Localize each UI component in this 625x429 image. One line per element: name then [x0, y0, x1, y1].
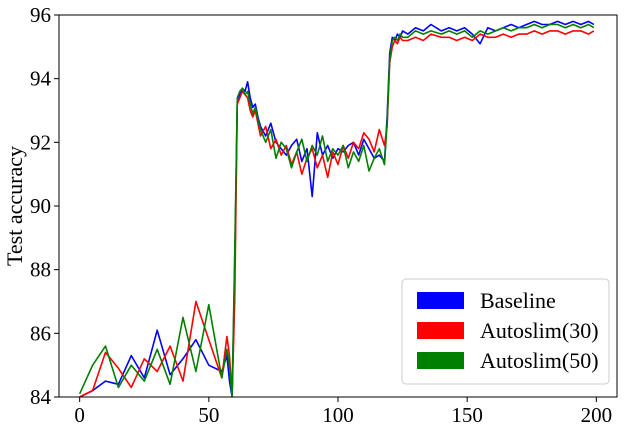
- legend-label: Baseline: [480, 288, 556, 313]
- legend-label: Autoslim(50): [480, 348, 599, 373]
- y-tick-label: 96: [30, 3, 51, 27]
- legend-swatch: [417, 352, 464, 369]
- x-tick-label: 150: [451, 403, 483, 427]
- series-lines: [78, 20, 595, 397]
- y-tick-label: 90: [30, 194, 51, 218]
- y-tick-label: 84: [30, 385, 52, 409]
- y-tick-label: 86: [30, 321, 51, 345]
- y-axis: 84 86 88 90 92 94 96: [30, 3, 59, 409]
- series-line-3: [78, 23, 595, 397]
- legend-swatch: [417, 292, 464, 309]
- legend-swatch: [417, 322, 464, 339]
- x-tick-label: 200: [581, 403, 613, 427]
- y-tick-label: 94: [30, 67, 52, 91]
- x-tick-label: 100: [322, 403, 354, 427]
- y-tick-label: 92: [30, 130, 51, 154]
- x-tick-label: 0: [74, 403, 85, 427]
- legend-label: Autoslim(30): [480, 318, 599, 343]
- x-axis: 0 50 100 150 200: [74, 397, 612, 427]
- y-tick-label: 88: [30, 258, 51, 282]
- y-axis-label: Test accuracy: [2, 146, 27, 266]
- legend: Baseline Autoslim(30) Autoslim(50): [401, 278, 610, 385]
- x-tick-label: 50: [198, 403, 219, 427]
